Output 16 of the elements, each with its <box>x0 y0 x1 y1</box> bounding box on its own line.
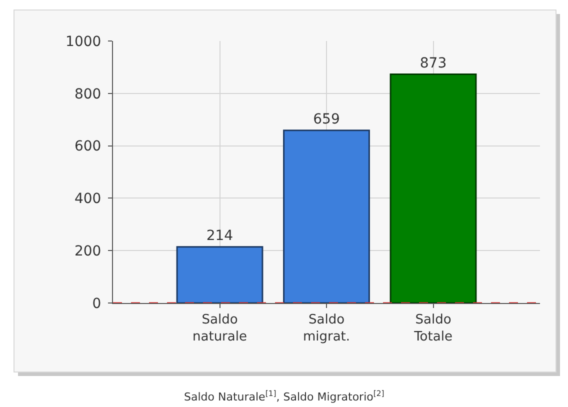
y-tick-label: 400 <box>74 191 102 208</box>
y-tick-label: 1000 <box>66 34 102 50</box>
bar <box>283 130 370 303</box>
data-label: 659 <box>313 111 340 128</box>
y-tick-label: 200 <box>74 244 102 260</box>
bar <box>176 246 264 303</box>
y-tick-label: 600 <box>74 138 102 155</box>
y-tick-label: 0 <box>92 296 102 312</box>
x-tick-label: Saldo Totale <box>413 312 452 344</box>
y-tick-label: 800 <box>74 86 102 102</box>
x-tick-label: Saldo naturale <box>192 312 247 344</box>
bar <box>390 74 477 303</box>
text: Saldo Naturale$^{[1]}$, Saldo Migratorio$^{[2]}$ <box>184 389 384 404</box>
x-tick-label: Saldo migrat. <box>302 312 350 344</box>
data-label: 873 <box>420 55 447 72</box>
data-label: 214 <box>206 228 234 244</box>
